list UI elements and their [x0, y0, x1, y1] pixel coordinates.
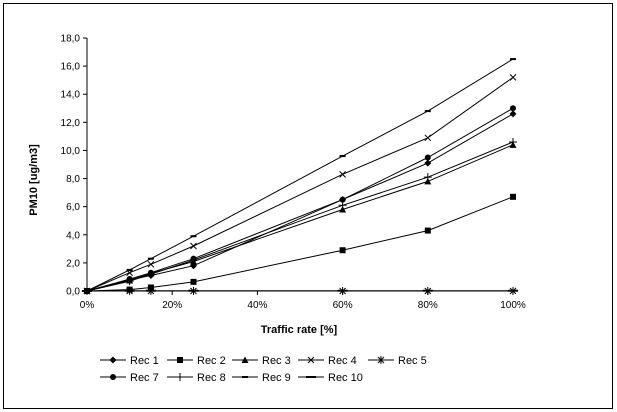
x-tick-label: 40% — [247, 300, 267, 311]
y-tick-label: 16,0 — [61, 62, 81, 73]
plus-marker — [125, 277, 134, 286]
circle-marker — [510, 105, 516, 112]
plus-marker — [338, 201, 347, 210]
legend-entry: Rec 4 — [298, 355, 357, 367]
square-marker — [424, 227, 431, 234]
square-marker — [510, 193, 516, 200]
x-marker — [190, 242, 197, 250]
circle-marker — [339, 196, 346, 203]
y-tick-label: 14,0 — [61, 90, 81, 101]
legend-entry: Rec 1 — [100, 355, 159, 367]
diamond-marker — [424, 159, 432, 167]
x-tick-label: 0% — [80, 300, 95, 311]
series-line — [86, 58, 514, 292]
diamond-marker — [109, 356, 117, 364]
circle-marker — [110, 374, 116, 380]
asterisk-marker — [377, 356, 385, 364]
legend-label: Rec 1 — [130, 355, 159, 367]
square-marker — [177, 357, 183, 363]
chart-frame — [3, 3, 613, 409]
legend-label: Rec 3 — [262, 355, 291, 367]
y-axis-title: PM10 [ug/m3] — [28, 144, 40, 216]
circle-marker — [424, 154, 431, 161]
legend-entry: Rec 3 — [232, 355, 291, 367]
y-tick-label: 4,0 — [66, 230, 80, 241]
legend: Rec 1 Rec 2 Rec 3 Rec 4 Rec 5 Rec 7 Rec 8 Rec 9… — [100, 355, 427, 384]
x-marker — [307, 356, 315, 364]
y-tick-label: 18,0 — [61, 34, 81, 45]
y-tick-label: 2,0 — [66, 258, 80, 269]
series-marks — [82, 58, 518, 295]
legend-label: Rec 4 — [328, 355, 357, 367]
legend-label: Rec 9 — [262, 372, 291, 384]
x-tick-label: 80% — [418, 300, 438, 311]
legend-label: Rec 7 — [130, 372, 159, 384]
series-rec-2 — [84, 193, 516, 294]
plus-marker — [176, 373, 184, 381]
x-marker — [147, 260, 155, 268]
x-marker — [424, 134, 432, 142]
y-tick-label: 10,0 — [61, 146, 81, 157]
square-marker — [339, 247, 346, 254]
legend-label: Rec 5 — [398, 355, 427, 367]
legend-entry: Rec 2 — [167, 355, 226, 367]
legend-entry: Rec 8 — [167, 372, 226, 384]
legend-entry: Rec 9 — [232, 372, 291, 384]
x-tick-label: 60% — [333, 300, 353, 311]
x-marker — [339, 170, 346, 178]
legend-label: Rec 8 — [197, 372, 226, 384]
diamond-marker — [509, 110, 517, 118]
plus-marker — [423, 173, 432, 182]
x-tick-label: 100% — [500, 300, 526, 311]
y-tick-label: 0,0 — [66, 287, 80, 298]
legend-entry: Rec 5 — [368, 355, 427, 367]
triangle-marker — [241, 356, 249, 363]
legend-entry: Rec 10 — [298, 372, 363, 384]
plus-marker — [509, 138, 517, 147]
plus-marker — [189, 256, 198, 265]
legend-label: Rec 10 — [328, 372, 363, 384]
x-axis-title: Traffic rate [%] — [261, 324, 338, 336]
y-tick-label: 6,0 — [66, 202, 80, 213]
y-tick-label: 8,0 — [66, 174, 80, 185]
series-rec-4 — [83, 74, 517, 295]
square-marker — [190, 278, 197, 285]
plus-marker — [146, 270, 155, 279]
series-line — [86, 144, 514, 292]
x-marker — [509, 74, 517, 81]
legend-label: Rec 2 — [197, 355, 226, 367]
x-tick-label: 20% — [162, 300, 182, 311]
y-tick-label: 12,0 — [61, 118, 81, 129]
legend-entry: Rec 7 — [100, 372, 159, 384]
series-rec-9 — [84, 58, 516, 292]
